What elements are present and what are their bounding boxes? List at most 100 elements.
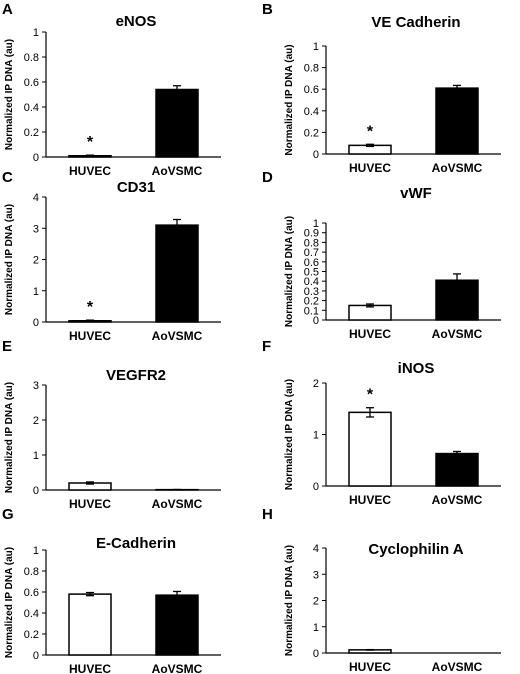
panel-letter: F	[262, 338, 271, 355]
error-bar	[453, 450, 461, 457]
y-tick-label: 1	[313, 430, 319, 442]
y-tick-label: 4	[313, 543, 319, 555]
y-tick-label: 0.6	[304, 257, 319, 269]
y-axis-label: Normalized IP DNA (au)	[284, 545, 295, 656]
y-tick-label: 0.8	[304, 63, 319, 75]
y-axis-label: Normalized IP DNA (au)	[4, 204, 15, 315]
x-category-label: AoVSMC	[152, 497, 203, 511]
error-bar	[86, 154, 94, 158]
y-axis-label: Normalized IP DNA (au)	[4, 39, 15, 150]
y-tick-label: 0.4	[24, 102, 39, 114]
y-tick-label: 1	[313, 622, 319, 634]
y-tick-label: 0.4	[304, 276, 319, 288]
error-bar	[173, 218, 181, 232]
x-category-label: AoVSMC	[432, 493, 483, 507]
panel-letter: C	[2, 169, 13, 186]
chart-title: eNOS	[116, 13, 157, 30]
y-tick-label: 0.6	[304, 84, 319, 96]
y-tick-label: 0	[313, 481, 319, 493]
significance-marker: *	[367, 387, 374, 404]
y-tick-label: 0	[313, 648, 319, 660]
y-tick-label: 1	[313, 41, 319, 53]
y-tick-label: 0.2	[24, 629, 39, 641]
error-bar	[366, 303, 374, 308]
y-axis-label: Normalized IP DNA (au)	[4, 382, 15, 493]
x-category-label: AoVSMC	[432, 327, 483, 341]
x-category-label: HUVEC	[69, 164, 111, 178]
error-bar	[173, 85, 181, 94]
y-axis-label: Normalized IP DNA (au)	[284, 44, 295, 155]
y-tick-label: 0	[33, 650, 39, 662]
y-tick-label: 0	[33, 152, 39, 164]
y-tick-label: 3	[33, 223, 39, 235]
y-tick-label: 4	[33, 192, 39, 204]
y-tick-label: 0.7	[304, 247, 319, 259]
chart-panel-g: G E-Cadherin Normalized IP DNA (au) 0 0.2 0.4…	[0, 505, 260, 674]
y-tick-label: 2	[313, 378, 319, 390]
chart-title: E-Cadherin	[96, 535, 176, 552]
bar-aovsmc	[435, 87, 479, 155]
y-tick-label: 1	[33, 450, 39, 462]
x-category-label: HUVEC	[69, 329, 111, 343]
chart-panel-e: E VEGFR2 Normalized IP DNA (au) 0 1 2 3 HUVEC Ao…	[0, 337, 260, 511]
chart-title: VEGFR2	[106, 367, 166, 384]
chart-title: CD31	[117, 179, 155, 196]
chart-title: vWF	[400, 185, 432, 202]
y-tick-label: 0.6	[24, 587, 39, 599]
error-bar	[366, 648, 374, 651]
y-tick-label: 0.4	[24, 608, 39, 620]
bar-aovsmc	[435, 452, 479, 487]
panel-letter: D	[262, 169, 273, 186]
x-category-label: AoVSMC	[432, 660, 483, 674]
y-tick-label: 0.2	[24, 127, 39, 139]
error-bar	[173, 590, 181, 600]
panel-letter: H	[262, 506, 273, 523]
bar-aovsmc	[155, 594, 199, 656]
y-tick-label: 2	[313, 596, 319, 608]
error-bar	[86, 481, 94, 485]
chart-title: Cyclophilin A	[368, 541, 463, 558]
panel-letter: B	[262, 1, 273, 18]
x-category-label: HUVEC	[349, 493, 391, 507]
y-tick-label: 1	[33, 286, 39, 298]
bar-chart: B VE Cadherin Normalized IP DNA (au) 0 0.2 0.…	[262, 1, 501, 175]
x-category-label: HUVEC	[349, 161, 391, 175]
y-tick-label: 0.3	[304, 286, 319, 298]
x-category-label: HUVEC	[349, 327, 391, 341]
bar-aovsmc	[155, 88, 199, 158]
significance-marker: *	[367, 123, 374, 140]
y-tick-label: 1	[33, 545, 39, 557]
bar-huvec	[348, 411, 392, 487]
y-tick-label: 3	[313, 569, 319, 581]
bar-huvec	[68, 593, 112, 656]
y-tick-label: 0.2	[304, 296, 319, 308]
y-tick-label: 0.5	[304, 267, 319, 279]
y-tick-label: 1	[33, 27, 39, 39]
chart-title: iNOS	[398, 360, 435, 377]
error-bar	[86, 319, 94, 323]
y-tick-label: 0.8	[24, 52, 39, 64]
significance-marker: *	[87, 134, 94, 151]
y-tick-label: 0.9	[304, 228, 319, 240]
y-tick-label: 0	[313, 149, 319, 161]
y-axis-label: Normalized IP DNA (au)	[284, 216, 295, 327]
chart-panel-b: B VE Cadherin Normalized IP DNA (au) 0 0.2 0.…	[260, 0, 520, 175]
y-tick-label: 0.6	[24, 77, 39, 89]
significance-marker: *	[87, 299, 94, 316]
bar-chart: G E-Cadherin Normalized IP DNA (au) 0 0.2 0.4…	[2, 506, 221, 674]
y-tick-label: 0.4	[304, 106, 319, 118]
bar-chart: H Cyclophilin A Normalized IP DNA (au) 0 1 2 3…	[262, 506, 501, 674]
error-bar	[86, 591, 94, 597]
y-tick-label: 1	[313, 218, 319, 230]
y-tick-label: 0	[33, 485, 39, 497]
y-tick-label: 0.1	[304, 305, 319, 317]
x-category-label: AoVSMC	[152, 662, 203, 674]
chart-panel-c: C CD31 Normalized IP DNA (au) 0 1 2 3 4 * HUVEC Ao…	[0, 168, 260, 343]
error-bar	[453, 84, 461, 92]
y-axis-label: Normalized IP DNA (au)	[284, 379, 295, 490]
